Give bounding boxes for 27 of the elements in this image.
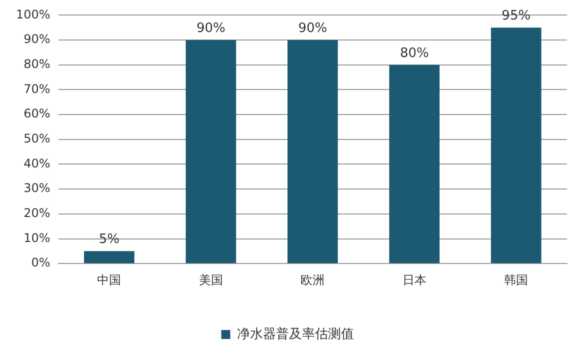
y-tick-label: 60% xyxy=(24,106,50,121)
y-tick-label: 10% xyxy=(24,230,50,245)
bar xyxy=(287,40,338,264)
x-tick-label: 美国 xyxy=(198,272,223,287)
legend-label: 净水器普及率估测值 xyxy=(236,326,354,342)
bar xyxy=(186,40,236,264)
x-tick-label: 欧洲 xyxy=(300,272,325,287)
y-tick-label: 50% xyxy=(24,132,50,146)
x-tick-label: 中国 xyxy=(97,272,122,287)
data-label: 5% xyxy=(98,232,120,248)
data-label: 80% xyxy=(400,46,429,61)
x-tick-label: 韩国 xyxy=(504,272,528,287)
data-label: 90% xyxy=(196,20,226,36)
y-tick-label: 70% xyxy=(24,82,50,96)
data-label: 90% xyxy=(298,20,328,36)
y-tick-label: 80% xyxy=(24,57,50,72)
bar xyxy=(84,251,134,264)
data-label: 95% xyxy=(502,8,531,24)
y-tick-label: 20% xyxy=(24,206,50,220)
y-tick-label: 0% xyxy=(31,256,50,270)
y-tick-label: 90% xyxy=(24,32,50,46)
y-tick-label: 30% xyxy=(24,181,50,196)
bar xyxy=(389,64,440,264)
y-tick-label: 40% xyxy=(24,156,50,170)
bar xyxy=(490,28,542,264)
y-tick-label: 100% xyxy=(16,7,50,22)
x-tick-label: 日本 xyxy=(402,272,426,287)
